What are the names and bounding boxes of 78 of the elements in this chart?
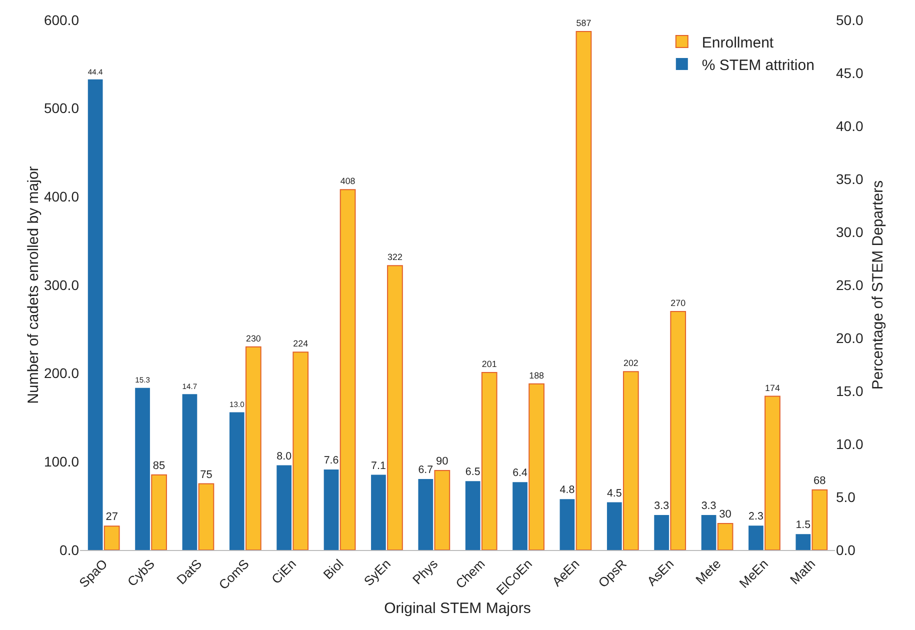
data-label: 1.5 <box>796 519 811 532</box>
y2-tick-label: 20.0 <box>836 330 864 346</box>
bar <box>748 526 764 550</box>
data-label: 587 <box>576 18 592 28</box>
bar <box>622 371 639 550</box>
bar <box>576 30 592 550</box>
data-label: 6.4 <box>512 467 528 480</box>
x-tick-label: CiEn <box>268 556 300 587</box>
data-label: 230 <box>246 333 261 344</box>
data-label: 3.3 <box>701 500 716 512</box>
data-label: 4.5 <box>606 487 622 500</box>
y2-axis-title: Percentage of STEM Departers <box>870 180 886 390</box>
bar <box>340 189 356 550</box>
data-label: 202 <box>623 358 638 368</box>
x-axis-title: Original STEM Majors <box>384 600 531 617</box>
legend-label: % STEM attrition <box>702 56 814 74</box>
y-tick-label: 500.0 <box>44 100 80 116</box>
data-label: 30 <box>719 508 732 520</box>
y-tick-label: 200.0 <box>44 365 80 382</box>
y2-tick-label: 45.0 <box>836 64 864 81</box>
y-tick-label: 400.0 <box>44 188 80 205</box>
x-tick-label: Biol <box>320 556 346 582</box>
data-label: 188 <box>529 370 544 380</box>
bar <box>796 534 811 550</box>
data-label: 8.0 <box>276 450 292 462</box>
y2-tick-label: 0.0 <box>836 542 856 558</box>
bar <box>135 388 150 550</box>
data-label: 6.5 <box>465 466 480 478</box>
bar <box>182 394 198 550</box>
data-label: 27 <box>106 511 118 524</box>
data-label: 75 <box>200 468 212 481</box>
bar <box>764 396 780 550</box>
y2-tick-label: 30.0 <box>836 224 864 240</box>
y2-tick-label: 50.0 <box>836 12 864 28</box>
bar <box>654 515 670 550</box>
data-label: 7.1 <box>371 460 386 472</box>
data-label: 201 <box>482 359 497 370</box>
bar <box>292 352 309 550</box>
bar <box>560 499 575 550</box>
data-label: 3.3 <box>654 500 670 512</box>
bar <box>88 79 103 550</box>
data-label: 15.3 <box>135 376 150 385</box>
y-tick-label: 600.0 <box>44 12 80 28</box>
y2-tick-label: 10.0 <box>836 436 864 452</box>
bar <box>481 372 498 550</box>
y-tick-label: 0.0 <box>60 542 80 558</box>
y2-tick-label: 5.0 <box>836 488 856 505</box>
y-tick-label: 300.0 <box>44 276 80 293</box>
data-label: 13.0 <box>229 400 244 410</box>
bar <box>812 489 828 550</box>
data-label: 90 <box>436 456 448 468</box>
data-label: 270 <box>670 298 686 308</box>
y2-tick-label: 15.0 <box>836 382 864 399</box>
y2-tick-label: 40.0 <box>836 118 864 134</box>
data-label: 4.8 <box>560 484 575 496</box>
data-label: 68 <box>814 474 826 487</box>
bar <box>324 469 339 550</box>
bar <box>528 383 544 550</box>
y2-tick-label: 35.0 <box>836 170 864 187</box>
data-label: 14.7 <box>182 382 198 392</box>
y2-tick-label: 25.0 <box>836 276 864 293</box>
bar <box>387 265 403 550</box>
data-label: 2.3 <box>748 510 764 523</box>
data-label: 224 <box>293 338 308 349</box>
data-label: 408 <box>340 176 356 186</box>
bar <box>104 526 120 550</box>
data-label: 322 <box>388 252 402 262</box>
bar <box>670 311 686 550</box>
data-label: 85 <box>152 460 166 472</box>
y-tick-label: 100.0 <box>44 454 80 470</box>
legend-label: Enrollment <box>702 34 774 52</box>
data-label: 7.6 <box>324 454 339 467</box>
y-axis-title: Number of cadets enrolled by major <box>24 166 42 404</box>
data-label: 174 <box>765 382 780 393</box>
data-label: 6.7 <box>418 464 434 476</box>
bar <box>371 474 386 550</box>
bar <box>606 502 622 550</box>
data-label: 44.4 <box>88 67 104 76</box>
